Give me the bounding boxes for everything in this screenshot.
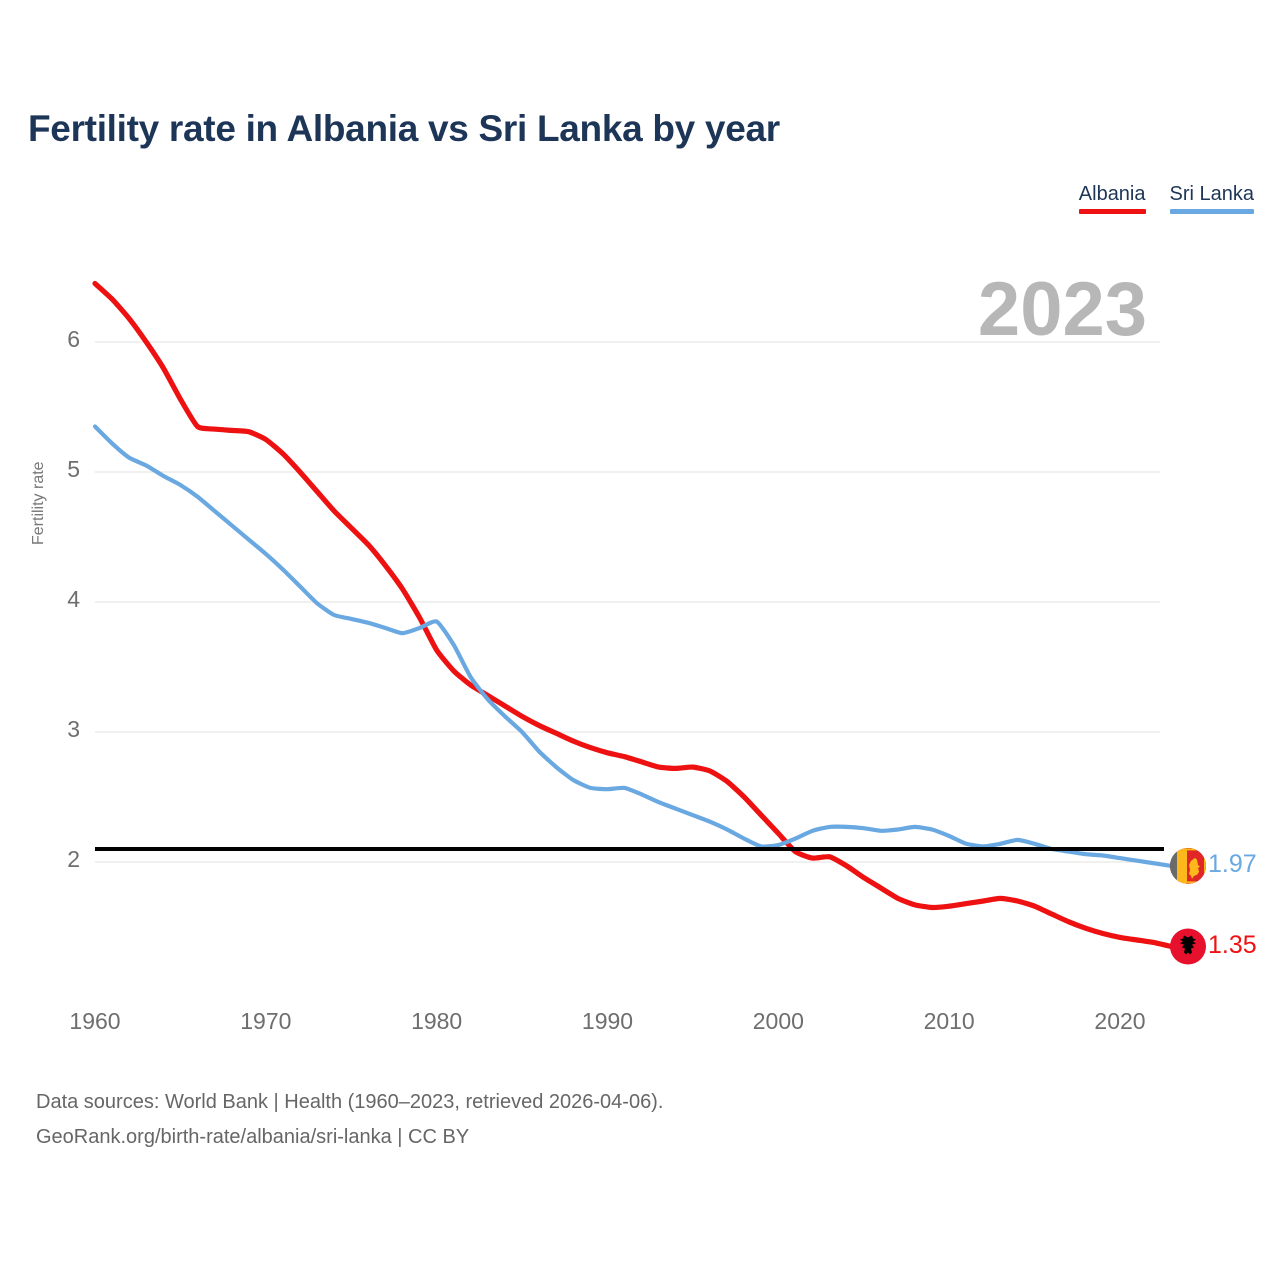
endpoint-flags [1170, 847, 1206, 965]
x-axis-tick-1990: 1990 [581, 1008, 634, 1034]
end-value-albania: 1.35 [1208, 930, 1257, 959]
chart-footer: Data sources: World Bank | Health (1960–… [36, 1085, 663, 1155]
x-axis-tick-2020: 2020 [1094, 1008, 1146, 1034]
gridlines [95, 341, 1160, 863]
x-axis-tick-1980: 1980 [411, 1008, 463, 1034]
end-value-sri-lanka: 1.97 [1208, 849, 1257, 878]
series-line-albania [92, 280, 1174, 950]
legend-item-sri-lanka[interactable]: Sri Lanka [1169, 183, 1255, 214]
year-watermark: 2023 [977, 267, 1147, 352]
legend-label-albania: Albania [1078, 183, 1146, 205]
x-axis-tick-1970: 1970 [240, 1008, 292, 1034]
legend-item-albania[interactable]: Albania [1078, 183, 1146, 214]
series-line-sri-lanka [92, 424, 1174, 868]
albania-flag-icon [1170, 928, 1206, 965]
x-axis-tick-2010: 2010 [923, 1008, 975, 1034]
y-axis-tick-4: 4 [67, 586, 80, 612]
y-axis-tick-2: 2 [67, 846, 80, 872]
chart-legend: Albania Sri Lanka [1078, 183, 1255, 214]
y-axis-tick-3: 3 [67, 716, 80, 742]
x-axis-tick-2000: 2000 [752, 1008, 804, 1034]
legend-swatch-sri-lanka [1169, 209, 1254, 214]
y-axis-tick-6: 6 [67, 326, 80, 352]
legend-label-sri-lanka: Sri Lanka [1169, 183, 1255, 205]
footer-data-source: Data sources: World Bank | Health (1960–… [36, 1091, 664, 1113]
x-axis-tick-1960: 1960 [69, 1008, 121, 1034]
legend-swatch-albania [1078, 209, 1146, 214]
sri-lanka-flag-icon [1170, 847, 1206, 884]
y-axis-tick-5: 5 [67, 456, 80, 482]
series-lines [92, 280, 1174, 950]
footer-attribution: GeoRank.org/birth-rate/albania/sri-lanka… [36, 1126, 470, 1148]
chart-title: Fertility rate in Albania vs Sri Lanka b… [28, 108, 780, 149]
